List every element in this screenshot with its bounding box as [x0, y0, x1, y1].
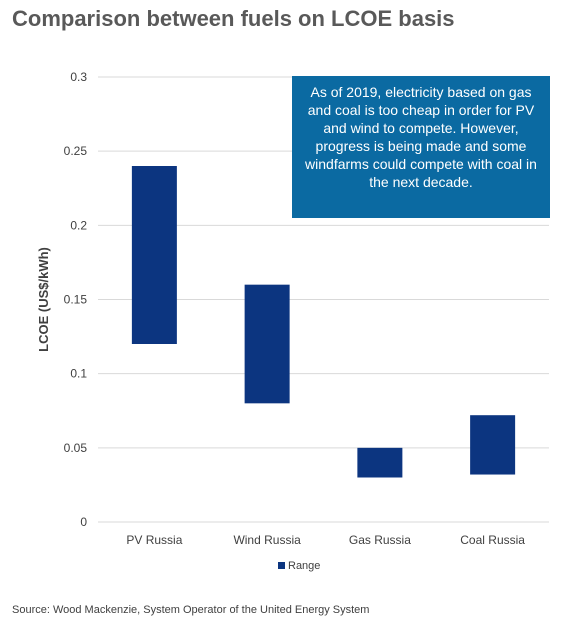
range-bar	[244, 284, 290, 404]
y-axis-label: LCOE (US$/kWh)	[36, 247, 51, 352]
x-tick-label: PV Russia	[126, 533, 182, 547]
range-bar	[470, 415, 516, 475]
x-tick-label: Wind Russia	[233, 533, 301, 547]
y-tick-label: 0.3	[70, 70, 87, 84]
chart-legend: Range	[278, 560, 320, 572]
chart-title: Comparison between fuels on LCOE basis	[12, 6, 455, 31]
x-tick-label: Coal Russia	[460, 533, 525, 547]
legend-label-range: Range	[288, 560, 321, 572]
y-tick-label: 0.2	[70, 218, 87, 232]
range-bar	[357, 447, 403, 478]
y-tick-label: 0.05	[64, 441, 88, 455]
y-tick-label: 0.25	[64, 144, 88, 158]
y-tick-label: 0.1	[70, 367, 87, 381]
annotation-callout: As of 2019, electricity based on gas and…	[292, 76, 550, 218]
source-note: Source: Wood Mackenzie, System Operator …	[12, 604, 370, 616]
y-tick-label: 0.15	[64, 293, 88, 307]
x-tick-label: Gas Russia	[349, 533, 411, 547]
legend-swatch-range	[278, 561, 285, 569]
y-tick-label: 0	[80, 515, 87, 529]
range-bar	[131, 166, 177, 344]
